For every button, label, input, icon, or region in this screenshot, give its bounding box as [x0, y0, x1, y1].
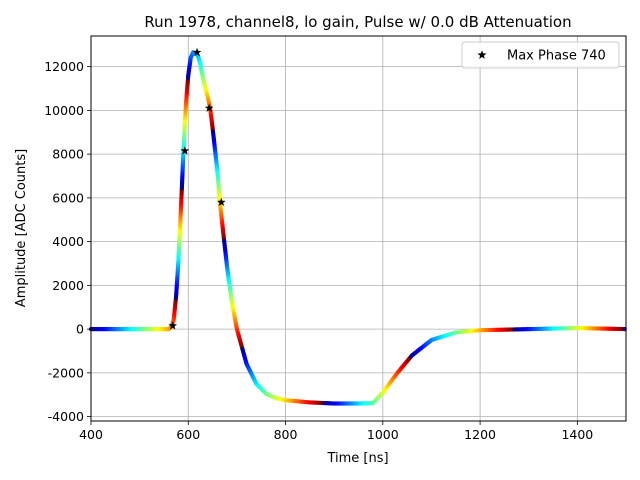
max-phase-marker — [168, 321, 178, 330]
x-tick-label: 400 — [79, 427, 103, 442]
max-phase-marker — [216, 197, 226, 206]
legend-entry: Max Phase 740 — [507, 49, 606, 64]
legend-box — [461, 41, 620, 69]
y-tick-label: 4000 — [52, 234, 84, 249]
y-axis-ticks: -4000 -2000 0 2000 4000 6000 8000 10000 12000 — [44, 59, 91, 424]
legend: Max Phase 740 — [461, 41, 620, 69]
x-tick-label: 600 — [176, 427, 200, 442]
x-axis-label: Time [ns] — [326, 451, 388, 466]
x-tick-label: 800 — [274, 427, 298, 442]
x-tick-label: 1000 — [367, 427, 399, 442]
y-tick-label: 0 — [76, 322, 84, 337]
y-tick-label: 8000 — [52, 147, 84, 162]
y-tick-label: -4000 — [48, 409, 84, 424]
max-phase-markers — [168, 47, 226, 330]
y-tick-label: 6000 — [52, 190, 84, 205]
legend-star-icon — [477, 50, 487, 59]
max-phase-marker — [180, 146, 190, 155]
pulse-series — [88, 50, 627, 406]
y-tick-label: 2000 — [52, 278, 84, 293]
y-axis-label: Amplitude [ADC Counts] — [14, 149, 29, 307]
x-axis-ticks: 400 600 800 1000 1200 1400 — [79, 421, 593, 442]
max-phase-marker — [192, 47, 202, 57]
y-tick-label: -2000 — [48, 365, 84, 380]
max-phase-marker — [204, 103, 214, 112]
x-tick-label: 1200 — [464, 427, 496, 442]
y-tick-label: 10000 — [44, 103, 84, 118]
plot-frame — [90, 35, 627, 422]
chart-title: Run 1978, channel8, lo gain, Pulse w/ 0.… — [144, 13, 571, 31]
y-tick-label: 12000 — [44, 59, 84, 74]
x-tick-label: 1400 — [561, 427, 593, 442]
